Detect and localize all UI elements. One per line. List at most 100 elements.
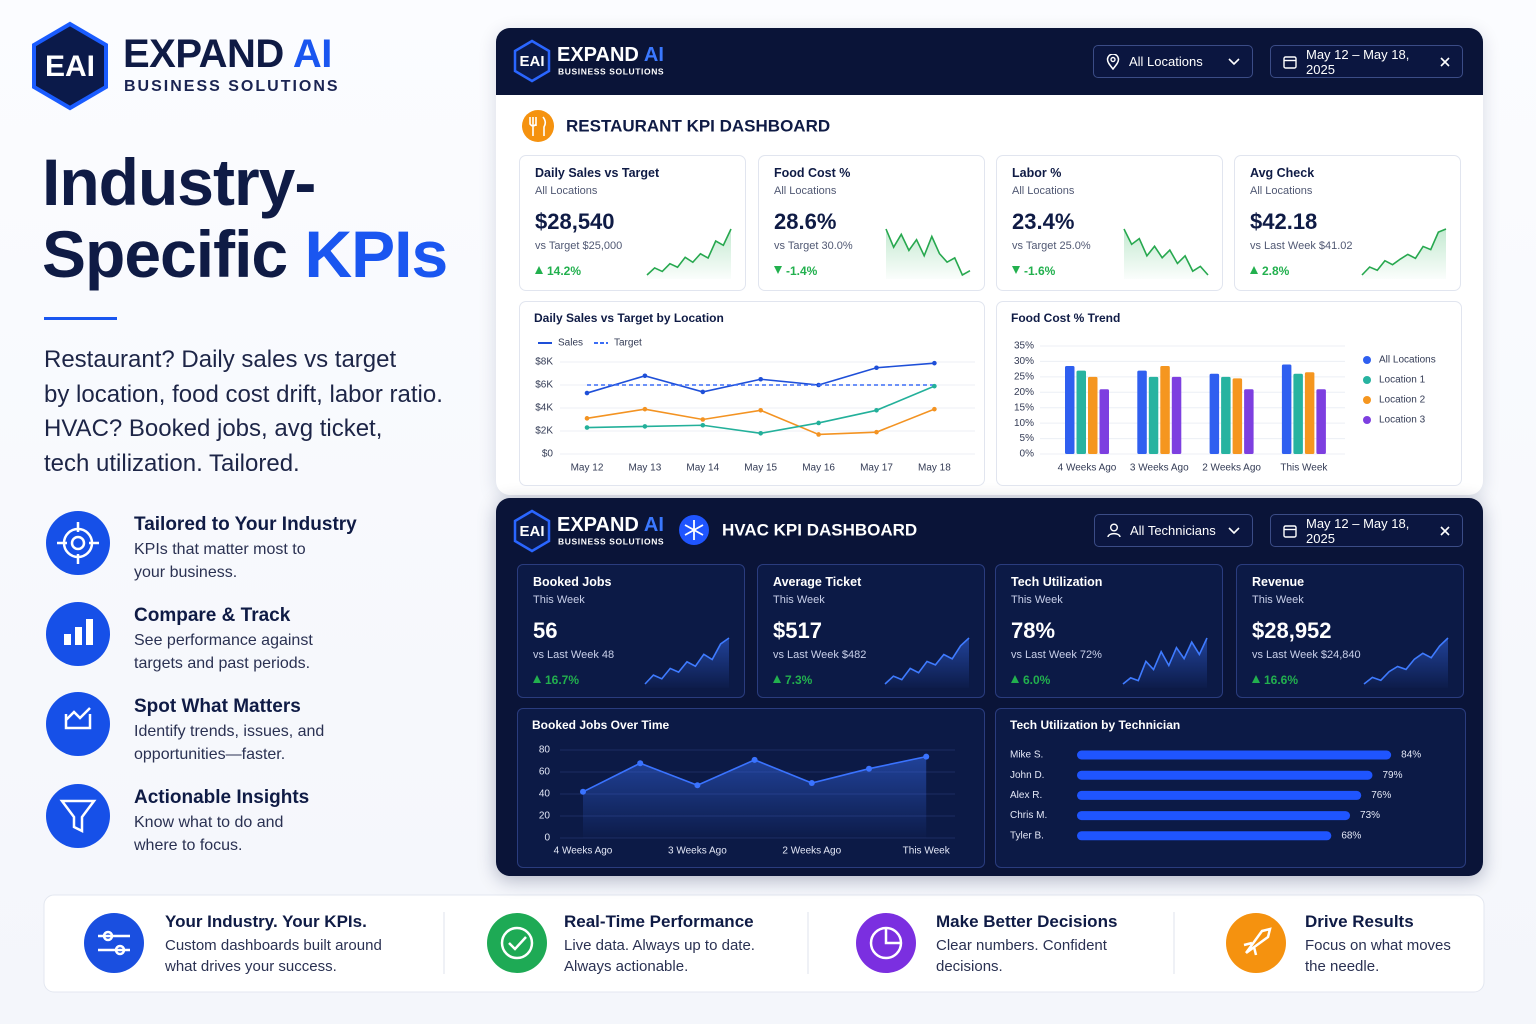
chevron bbox=[1228, 526, 1240, 534]
divider bbox=[44, 317, 117, 320]
kpi-subtitle: All Locations bbox=[1250, 185, 1313, 197]
feature-title: Spot What Matters bbox=[134, 696, 301, 717]
kpi-compare: vs Target 25.0% bbox=[1012, 240, 1091, 252]
kpi-card: Tech Utilization This Week 78% vs Last Week… bbox=[995, 564, 1223, 698]
hero-title-accent: KPIs bbox=[304, 217, 448, 291]
kpi-change-value: -1.4% bbox=[786, 264, 818, 278]
kpi-title: Daily Sales vs Target bbox=[535, 166, 660, 180]
trend-arrow bbox=[774, 266, 782, 274]
benefit-dividers bbox=[443, 912, 1175, 974]
trend-arrow bbox=[535, 266, 543, 274]
kpi-subtitle: All Locations bbox=[535, 185, 598, 197]
benefit-text: Clear numbers. Confident bbox=[936, 937, 1107, 954]
feature-text: Identify trends, issues, and bbox=[134, 723, 325, 740]
kpi-subtitle: This Week bbox=[533, 594, 585, 606]
kpi-value: $42.18 bbox=[1250, 209, 1318, 234]
kpi-card: Avg Check All Locations $42.18 vs Last Week… bbox=[1234, 155, 1461, 291]
kpi-value: 78% bbox=[1011, 618, 1056, 643]
kpi-change: 16.6% bbox=[1252, 673, 1298, 687]
hero-title: Industry- Specific KPIs bbox=[42, 145, 448, 291]
kpi-change: 2.8% bbox=[1250, 264, 1289, 278]
kpi-subtitle: All Locations bbox=[1012, 185, 1075, 197]
logo-mark: EAI bbox=[45, 50, 95, 83]
hero-text: by location, food cost drift, labor rati… bbox=[44, 380, 443, 408]
hero-title-line: Industry- bbox=[42, 145, 316, 219]
kpi-compare: vs Last Week $24,840 bbox=[1252, 649, 1361, 661]
benefit-icon bbox=[1226, 913, 1286, 973]
kpi-change: 14.2% bbox=[535, 264, 581, 278]
benefit-title: Your Industry. Your KPIs. bbox=[165, 912, 367, 931]
kpi-change: -1.4% bbox=[774, 264, 817, 278]
kpi-value: $28,952 bbox=[1252, 618, 1332, 643]
kpi-value: 28.6% bbox=[774, 209, 837, 234]
benefit-title: Make Better Decisions bbox=[936, 912, 1118, 931]
kpi-change-value: -1.6% bbox=[1024, 264, 1056, 278]
brand-tagline: BUSINESS SOLUTIONS bbox=[124, 78, 340, 95]
feature-glyphs bbox=[57, 522, 99, 834]
chart-card bbox=[995, 708, 1466, 868]
technician-filter[interactable]: All Technicians bbox=[1094, 514, 1253, 547]
kpi-value: 23.4% bbox=[1012, 209, 1075, 234]
kpi-card: Booked Jobs This Week 56 vs Last Week 48 16.… bbox=[517, 564, 745, 698]
brand-name: EXPAND AI bbox=[123, 30, 332, 78]
feature-text: targets and past periods. bbox=[134, 655, 311, 672]
kpi-compare: vs Last Week 48 bbox=[533, 649, 615, 661]
location-filter[interactable]: All Locations bbox=[1093, 45, 1253, 78]
close-icon bbox=[1440, 56, 1450, 67]
benefit-text: Always actionable. bbox=[564, 958, 689, 975]
kpi-change: -1.6% bbox=[1012, 264, 1055, 278]
kpi-change-value: 14.2% bbox=[547, 264, 582, 278]
kpi-card: Food Cost % All Locations 28.6% vs Target 3… bbox=[758, 155, 985, 291]
benefit-text: what drives your success. bbox=[165, 958, 337, 975]
kpi-change-value: 2.8% bbox=[1262, 264, 1290, 278]
date-filter[interactable]: May 12 – May 18, 2025 bbox=[1270, 514, 1463, 547]
logo-hexagon bbox=[32, 21, 108, 111]
trend-arrow bbox=[533, 675, 541, 683]
feature-text: your business. bbox=[134, 564, 238, 581]
kpi-value: 56 bbox=[533, 618, 558, 643]
pin-icon bbox=[1106, 53, 1120, 70]
kpi-compare: vs Last Week 72% bbox=[1011, 649, 1102, 661]
benefit-text: decisions. bbox=[936, 958, 1003, 975]
filter-label: All Technicians bbox=[1130, 523, 1216, 538]
kpi-compare: vs Target $25,000 bbox=[535, 240, 623, 252]
kpi-change-value: 7.3% bbox=[785, 673, 813, 687]
kpi-title: Tech Utilization bbox=[1011, 575, 1103, 589]
kpi-value: $28,540 bbox=[535, 209, 615, 234]
kpi-title: Booked Jobs bbox=[533, 575, 612, 589]
brand-word: EXPAND bbox=[123, 32, 284, 76]
kpi-title: Average Ticket bbox=[773, 575, 862, 589]
kpi-compare: vs Last Week $41.02 bbox=[1250, 240, 1353, 252]
chart-card bbox=[517, 708, 985, 868]
date-filter[interactable]: May 12 – May 18, 2025 bbox=[1270, 45, 1463, 78]
kpi-title: Food Cost % bbox=[774, 166, 851, 180]
kpi-subtitle: This Week bbox=[1011, 594, 1063, 606]
filter-label: May 12 – May 18, 2025 bbox=[1306, 46, 1410, 77]
benefit-text: Focus on what moves bbox=[1305, 937, 1451, 954]
trend-arrow bbox=[1012, 266, 1020, 274]
feature-text: opportunities—faster. bbox=[134, 746, 286, 763]
chevron bbox=[1228, 57, 1240, 65]
kpi-change: 6.0% bbox=[1011, 673, 1050, 687]
kpi-title: Avg Check bbox=[1250, 166, 1315, 180]
kpi-card: Revenue This Week $28,952 vs Last Week $24,… bbox=[1236, 564, 1464, 698]
kpi-change: 7.3% bbox=[773, 673, 812, 687]
kpi-value: $517 bbox=[773, 618, 822, 643]
hero-text: Restaurant? Daily sales vs target bbox=[44, 346, 397, 373]
kpi-title: Labor % bbox=[1012, 166, 1062, 180]
trend-arrow bbox=[1011, 675, 1019, 683]
feature-text: See performance against bbox=[134, 632, 313, 649]
feature-text: Know what to do and bbox=[134, 814, 284, 831]
kpi-subtitle: All Locations bbox=[774, 185, 837, 197]
kpi-card: Labor % All Locations 23.4% vs Target 25.0%… bbox=[996, 155, 1223, 291]
trend-arrow bbox=[773, 675, 781, 683]
kpi-subtitle: This Week bbox=[1252, 594, 1304, 606]
hero-text: tech utilization. Tailored. bbox=[44, 449, 300, 477]
trend-arrow bbox=[1252, 675, 1260, 683]
trend-arrow bbox=[1250, 266, 1258, 274]
kpi-card: Daily Sales vs Target All Locations $28,54… bbox=[519, 155, 746, 291]
feature-title: Compare & Track bbox=[134, 605, 291, 626]
kpi-change: 16.7% bbox=[533, 673, 579, 687]
kpi-compare: vs Target 30.0% bbox=[774, 240, 853, 252]
